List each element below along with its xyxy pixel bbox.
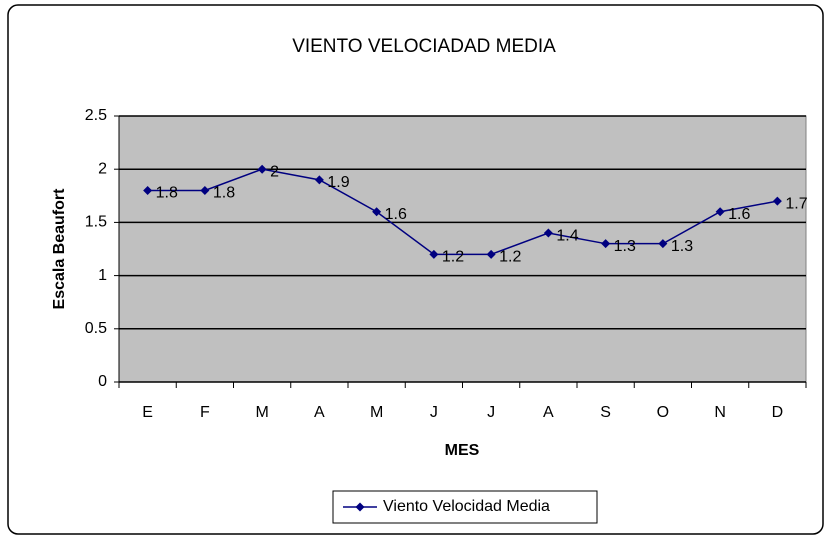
y-axis-label: Escala Beaufort (51, 188, 68, 310)
marker (143, 185, 153, 195)
marker (486, 249, 496, 259)
x-tick-label: O (657, 404, 669, 421)
x-tick-label: F (200, 404, 210, 421)
data-label: 1.8 (213, 185, 235, 202)
x-tick-label: M (255, 404, 268, 421)
y-tick-label: 0.5 (85, 320, 107, 337)
marker (429, 249, 439, 259)
data-label: 1.7 (785, 195, 807, 212)
marker (715, 207, 725, 217)
data-label: 1.2 (442, 249, 464, 266)
y-tick-label: 1.5 (85, 214, 107, 231)
data-label: 1.6 (728, 206, 750, 223)
chart-title: VIENTO VELOCIADAD MEDIA (292, 36, 556, 57)
x-tick-label: D (772, 404, 784, 421)
legend-label: Viento Velocidad Media (383, 498, 550, 515)
x-tick-label: J (487, 404, 495, 421)
marker (601, 239, 611, 249)
x-tick-label: S (600, 404, 611, 421)
data-label: 1.3 (671, 238, 693, 255)
marker (772, 196, 782, 206)
marker (257, 164, 267, 174)
y-tick-label: 0 (98, 373, 107, 390)
data-label: 1.8 (156, 185, 178, 202)
data-label: 1.6 (385, 206, 407, 223)
marker (658, 239, 668, 249)
x-tick-label: A (314, 404, 325, 421)
marker (372, 207, 382, 217)
x-tick-label: J (430, 404, 438, 421)
y-tick-label: 2 (98, 160, 107, 177)
x-tick-label: M (370, 404, 383, 421)
marker (543, 228, 553, 238)
series-line (147, 168, 778, 256)
y-tick-label: 1 (98, 267, 107, 284)
data-label: 1.2 (499, 249, 521, 266)
data-label: 1.3 (614, 238, 636, 255)
x-axis-label: MES (445, 442, 480, 459)
marker (314, 175, 324, 185)
data-label: 1.9 (327, 174, 349, 191)
x-tick-label: E (142, 404, 153, 421)
data-label: 1.4 (556, 227, 578, 244)
data-label: 2 (270, 163, 279, 180)
marker (200, 185, 210, 195)
plot-area (118, 115, 807, 383)
x-tick-label: A (543, 404, 554, 421)
y-tick-label: 2.5 (85, 107, 107, 124)
legend-marker (355, 502, 365, 512)
x-tick-label: N (714, 404, 726, 421)
